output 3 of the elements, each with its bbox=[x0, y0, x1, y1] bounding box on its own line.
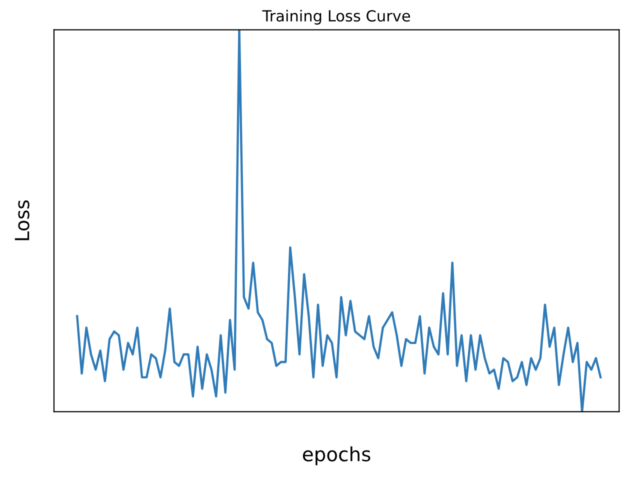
x-axis-title: epochs bbox=[302, 446, 370, 466]
chart-title: Training Loss Curve bbox=[262, 10, 410, 25]
y-axis-title: Loss bbox=[14, 200, 30, 240]
